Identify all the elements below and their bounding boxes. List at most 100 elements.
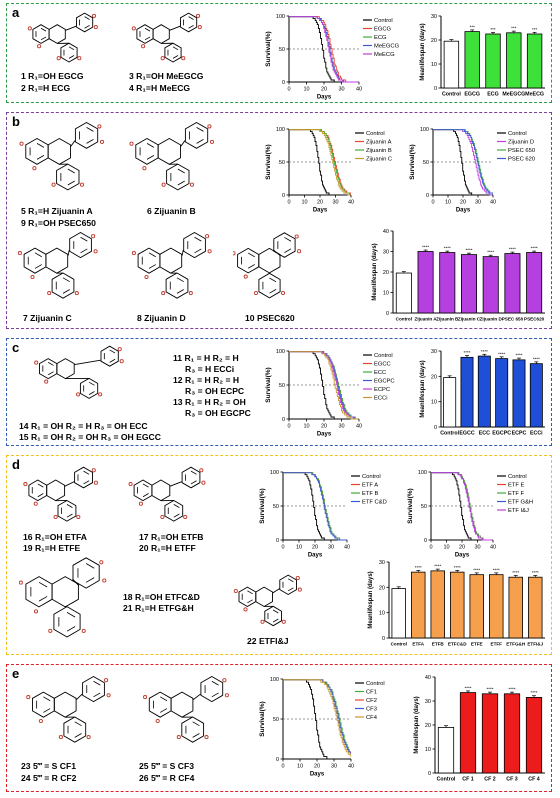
- x-axis-label: Days: [313, 208, 328, 214]
- x-tick-label: 40: [348, 764, 354, 770]
- ring-bond: [47, 137, 71, 165]
- category-label: CF 2: [484, 777, 496, 783]
- significance-label: ****: [532, 570, 539, 575]
- x-tick-label: 20: [317, 200, 323, 206]
- y-tick-label: 50: [273, 717, 279, 723]
- significance-label: ****: [512, 570, 519, 575]
- compound-caption: R₃ = OH EGCPC: [185, 408, 251, 418]
- legend-label: ETF G&H: [508, 500, 533, 506]
- survival-curve: [431, 472, 493, 541]
- ring-bond: [57, 499, 77, 522]
- category-label: MeECG: [525, 92, 544, 98]
- ring-bond: [51, 272, 75, 299]
- survival-curve: [283, 679, 351, 753]
- hydroxyl-group: [195, 13, 201, 18]
- y-axis-label: Meanlifespan (days): [368, 571, 374, 628]
- hydroxyl-group: [93, 25, 98, 30]
- hydroxyl-group: [102, 578, 107, 583]
- double-bond: [40, 27, 47, 32]
- double-bond: [66, 504, 73, 508]
- significance-label: ****: [486, 687, 493, 692]
- compound-caption: 5 R₁=H Zijuanin A: [21, 206, 93, 216]
- y-tick-label: 10: [431, 400, 437, 406]
- ring-bond: [164, 42, 182, 63]
- double-bond: [86, 127, 94, 132]
- category-label: ECCi: [530, 431, 543, 437]
- hydroxyl-group: [176, 735, 181, 740]
- significance-label: ****: [533, 356, 540, 361]
- y-tick-label: 10: [431, 62, 437, 68]
- ring-bond: [151, 479, 171, 502]
- structure-zijuanin-c: [17, 231, 98, 299]
- hydroxyl-group: [77, 56, 82, 61]
- double-bond: [194, 236, 202, 242]
- compound-caption: R₃ = H ECCi: [185, 364, 235, 374]
- significance-label: ****: [498, 351, 505, 356]
- category-label: PSEC 650: [502, 317, 524, 322]
- double-bond: [62, 277, 70, 283]
- significance-label: ****: [508, 687, 515, 692]
- double-bond: [85, 563, 95, 569]
- ring-bond: [53, 691, 77, 718]
- category-label: EGCC: [459, 431, 474, 437]
- survival-curve: [289, 351, 359, 420]
- hydroxyl-group: [160, 56, 165, 61]
- legend-label: ETF E: [508, 483, 525, 489]
- hydroxyl-group: [199, 468, 204, 473]
- hydroxyl-group: [33, 501, 38, 506]
- x-tick-label: 30: [331, 764, 337, 770]
- ring-bond: [82, 675, 105, 703]
- bar: [526, 252, 543, 314]
- hydroxyl-group: [131, 26, 136, 31]
- compound-caption: 15 R₁ = OH R₂ = OH R₃ = OH EGCC: [19, 432, 161, 442]
- survival-curve: [283, 472, 347, 541]
- x-axis-label: Days: [308, 553, 323, 559]
- x-tick-label: 40: [490, 545, 496, 551]
- bar: [528, 576, 543, 639]
- compound-caption: 16 R₁=OH ETFA: [23, 532, 87, 542]
- hydroxyl-group: [297, 249, 302, 254]
- x-tick-label: 0: [287, 424, 290, 430]
- y-tick-label: 100: [276, 349, 285, 355]
- structure-zijuanin-a: [19, 121, 105, 191]
- hydroxyl-group: [79, 182, 85, 187]
- survival-curve: [283, 679, 351, 755]
- compound-caption: R₃ = OH ECPC: [185, 386, 245, 396]
- bar: [482, 256, 499, 314]
- x-tick-label: 10: [303, 87, 309, 93]
- y-tick-label: 0: [428, 771, 431, 777]
- x-tick-label: 30: [475, 200, 481, 206]
- bar: [477, 355, 491, 428]
- hydroxyl-group: [141, 44, 146, 49]
- bar: [485, 33, 501, 89]
- hydroxyl-group: [161, 291, 166, 296]
- y-axis-label: Meanlifespan (days): [372, 243, 378, 300]
- ring-bond: [135, 137, 159, 165]
- hydroxyl-group: [32, 166, 37, 171]
- x-tick-label: 20: [321, 87, 327, 93]
- ring-bond: [74, 121, 99, 149]
- ring-bond: [148, 691, 172, 718]
- y-axis-label: Survival(%): [265, 31, 272, 66]
- panel-c: c 11 R₁ = H R₂ = H R₃ = H ECCi 12 R₁ = H…: [6, 338, 552, 446]
- bar: [504, 253, 521, 314]
- legend-label: ETF F: [508, 491, 525, 497]
- ring-bond: [181, 466, 201, 489]
- x-tick-label: 10: [303, 424, 309, 430]
- hydroxyl-group: [260, 619, 265, 624]
- bar: [460, 356, 474, 428]
- x-tick-label: 0: [281, 545, 284, 551]
- hydroxyl-group: [117, 347, 122, 352]
- double-bond: [272, 618, 279, 623]
- ring-bond: [48, 24, 66, 44]
- hydroxyl-group: [188, 291, 193, 296]
- double-bond: [284, 237, 292, 242]
- double-bond: [269, 289, 277, 294]
- category-label: EGCG: [464, 92, 480, 98]
- y-axis-label: Survival(%): [409, 144, 416, 179]
- ring-bond: [56, 163, 80, 191]
- x-tick-label: 0: [287, 200, 290, 206]
- ring-bond: [159, 247, 183, 274]
- survival-curve: [431, 472, 493, 541]
- ring-bond: [152, 24, 170, 44]
